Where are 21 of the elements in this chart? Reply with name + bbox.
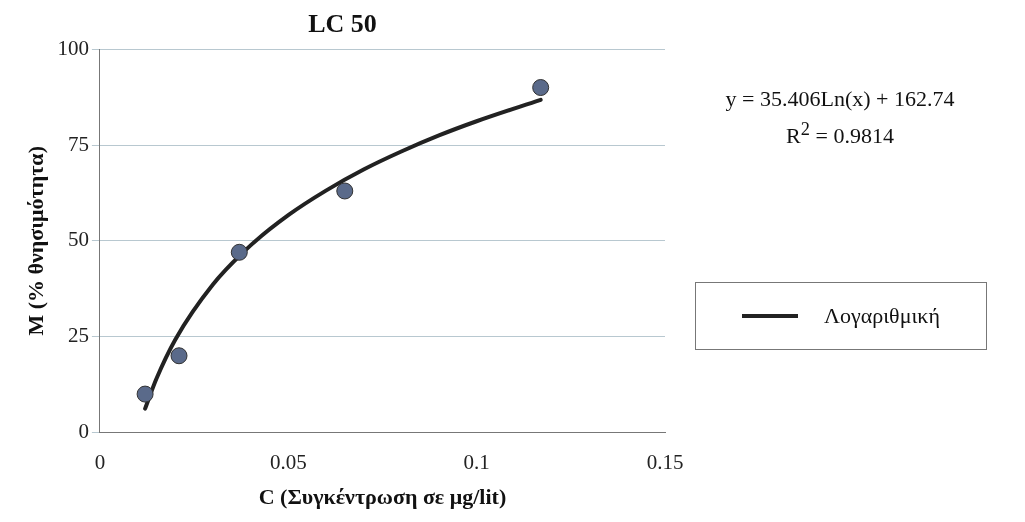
point (532, 79, 550, 97)
y-tick-label: 100 (57, 35, 89, 60)
y-axis-title: M (% θνησιμότητα) (22, 146, 48, 336)
point (230, 243, 248, 261)
point (136, 385, 154, 403)
y-tick-label: 0 (78, 418, 89, 443)
text: R$^{2}$ = 0.9814 (785, 118, 895, 151)
y-tick-label: 25 (67, 323, 89, 348)
point (336, 182, 354, 200)
x-tick-label: 0.1 (463, 449, 490, 474)
text: y = 35.406Ln(x) + 162.74 (724, 85, 956, 113)
x-tick-label: 0.15 (646, 449, 684, 474)
point (170, 347, 188, 365)
x-tick-label: 0 (94, 449, 106, 474)
x-tick-label: 0.05 (269, 449, 307, 474)
legend-label: Λογαριθμική (824, 303, 940, 329)
y-tick-label: 75 (67, 131, 89, 156)
line-series (143, 97, 543, 411)
chart-title: LC 50 (308, 9, 377, 39)
x-axis-title: C (Συγκέντρωση σε μg/lit) (258, 484, 507, 510)
y-tick-label: 50 (67, 227, 89, 252)
